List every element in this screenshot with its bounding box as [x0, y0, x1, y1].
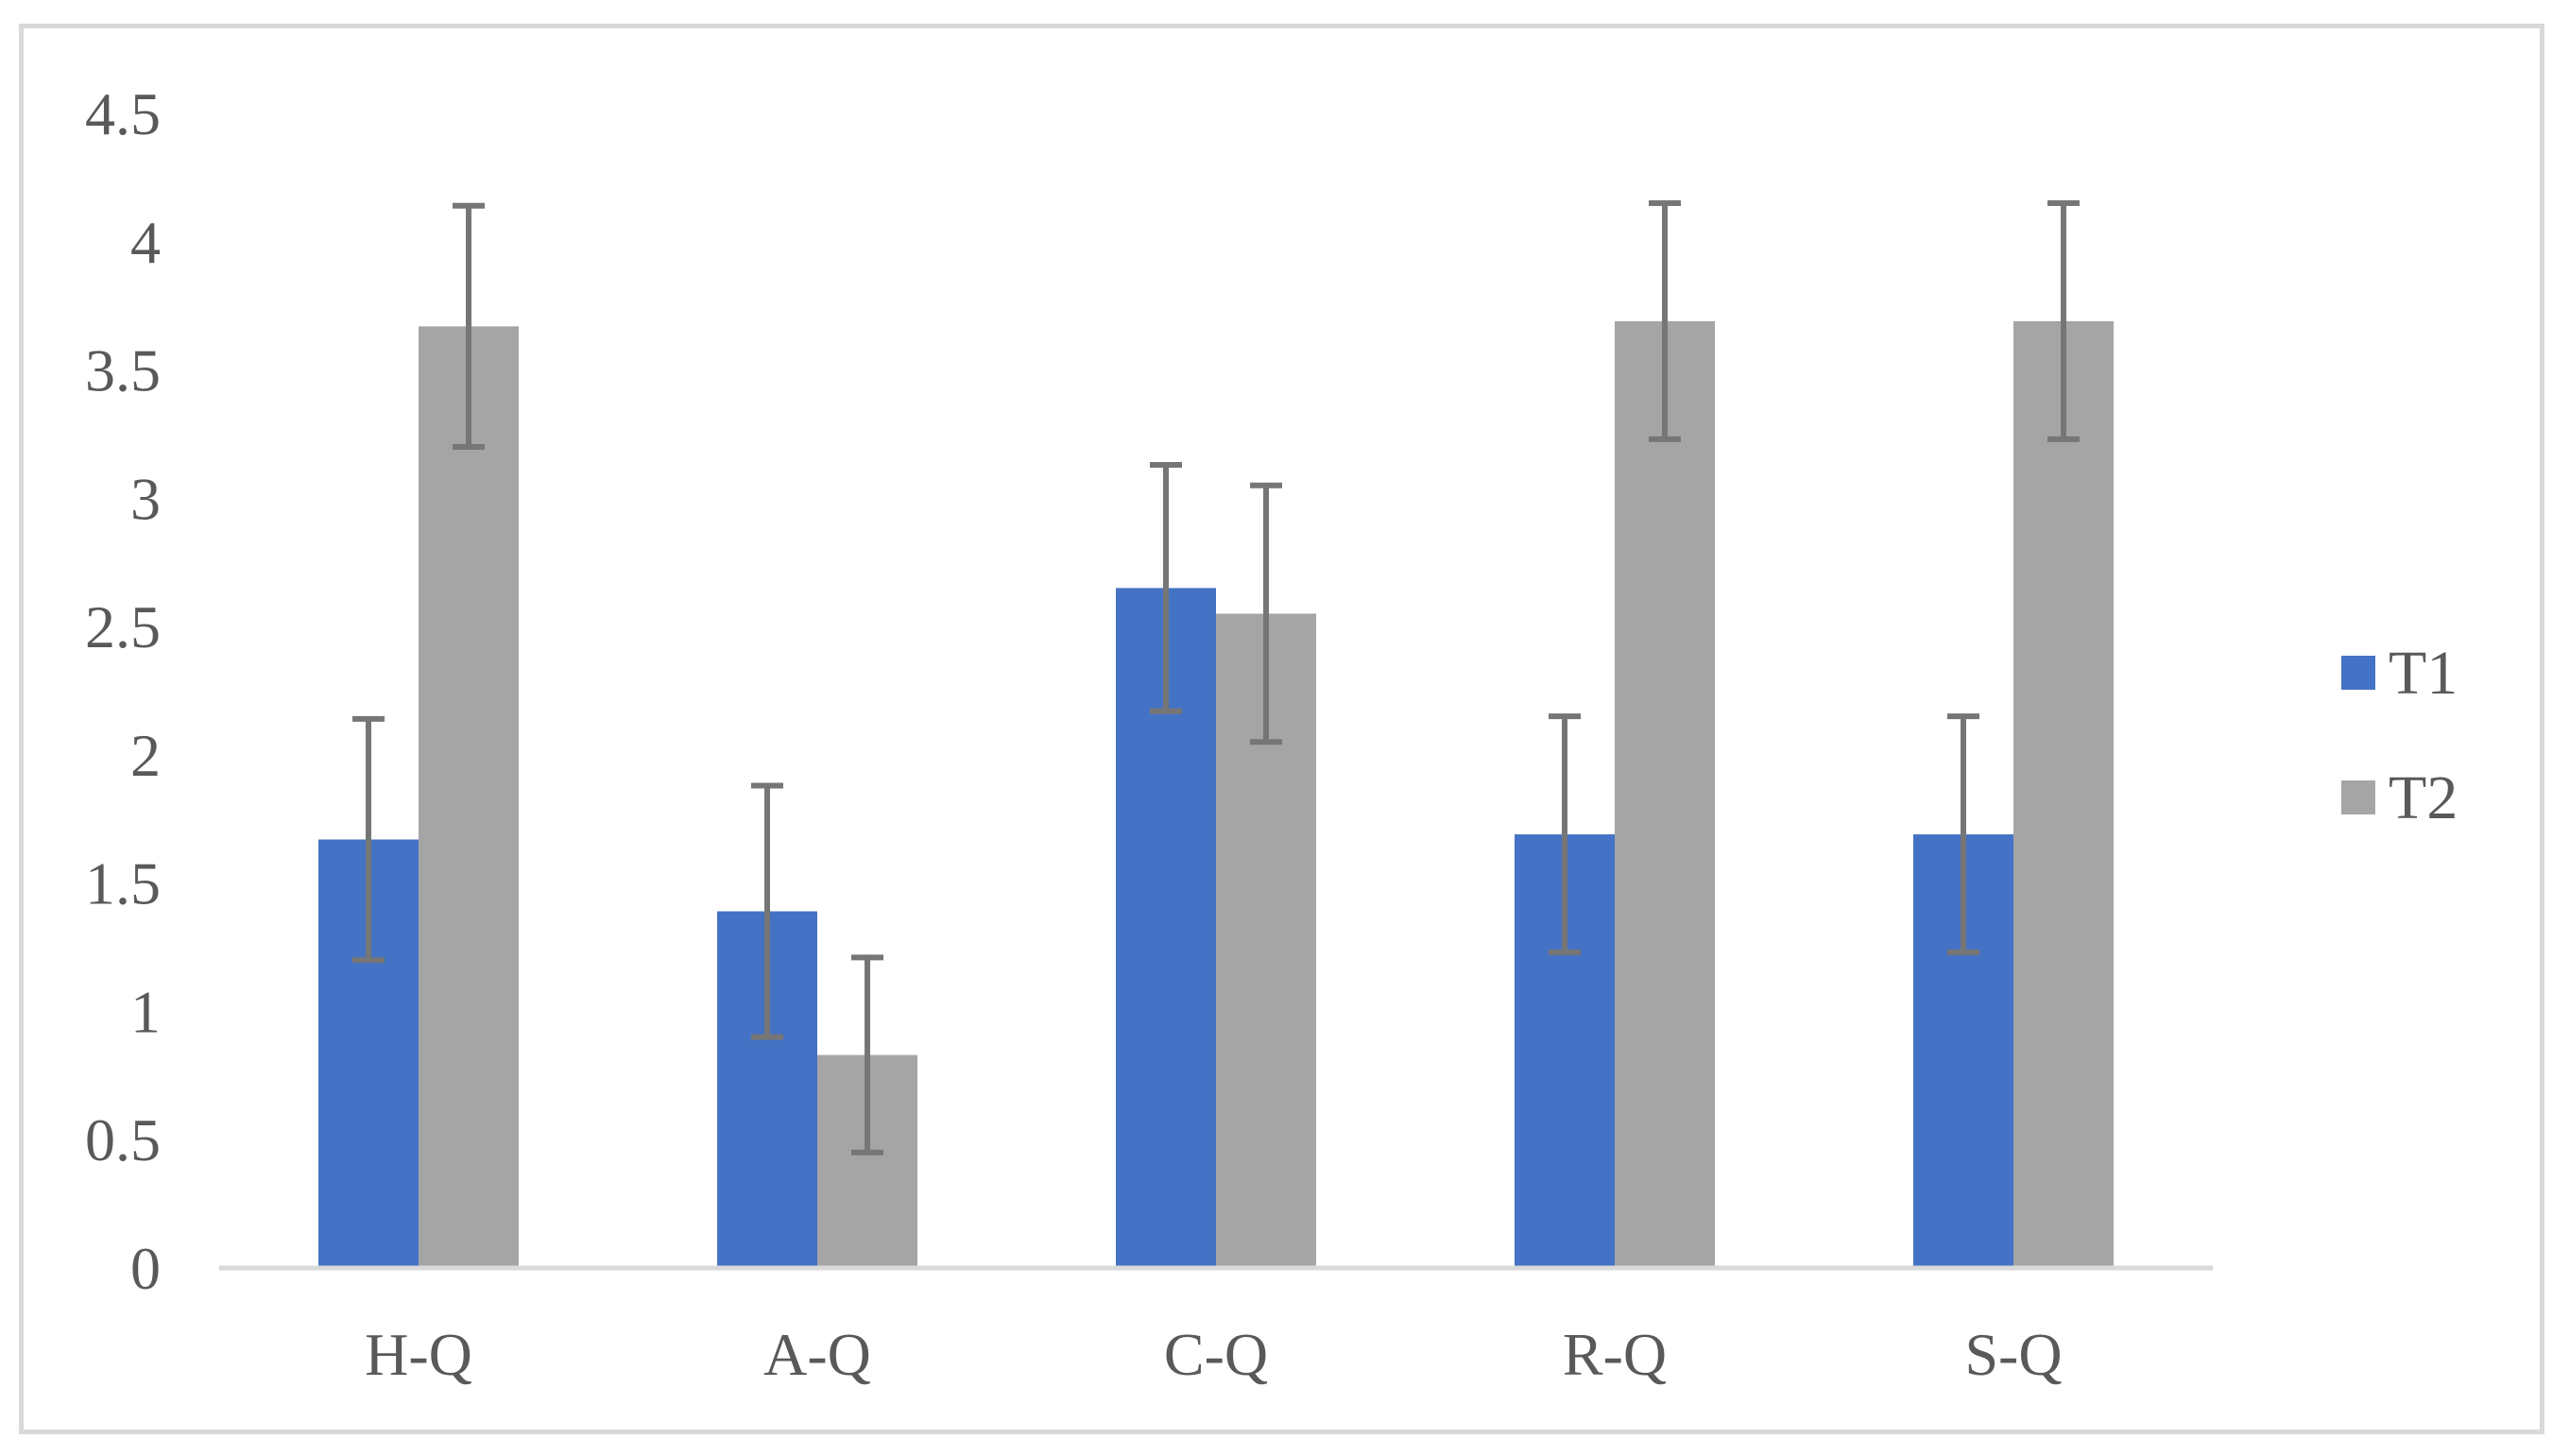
legend-swatch-t2	[2341, 780, 2375, 814]
legend-label-t2: T2	[2389, 763, 2458, 832]
bars-group	[318, 320, 2114, 1269]
y-tick-label: 1	[130, 978, 161, 1045]
x-category-label: C-Q	[1164, 1321, 1268, 1388]
y-tick-label: 3	[130, 465, 161, 532]
y-tick-label: 1.5	[85, 850, 161, 917]
y-tick-label: 0.5	[85, 1106, 161, 1173]
legend: T1 T2	[2341, 639, 2458, 832]
y-tick-label: 4	[130, 209, 161, 276]
x-axis-category-labels: H-Q A-Q C-Q R-Q S-Q	[365, 1321, 2062, 1388]
bar-t2-s-q	[2013, 320, 2114, 1269]
x-category-label: H-Q	[365, 1321, 472, 1388]
legend-label-t1: T1	[2389, 639, 2458, 708]
error-bars-group	[352, 200, 2080, 1156]
x-category-label: R-Q	[1563, 1321, 1667, 1388]
bar-t2-h-q	[419, 326, 519, 1268]
bar-t2-r-q	[1615, 320, 1715, 1269]
y-tick-label: 0	[130, 1235, 161, 1302]
y-tick-label: 2.5	[85, 593, 161, 660]
legend-swatch-t1	[2341, 656, 2375, 690]
y-tick-label: 2	[130, 722, 161, 789]
y-tick-label: 3.5	[85, 337, 161, 404]
x-category-label: A-Q	[763, 1321, 871, 1388]
x-category-label: S-Q	[1964, 1321, 2062, 1388]
y-tick-label: 4.5	[85, 80, 161, 147]
y-axis-tick-labels: 0 0.5 1 1.5 2 2.5 3 3.5 4 4.5	[85, 80, 161, 1302]
